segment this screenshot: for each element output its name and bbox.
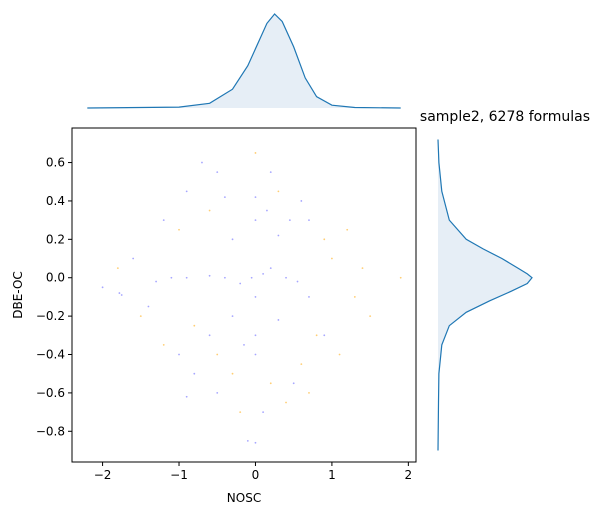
scatter-point-0-5 xyxy=(223,276,226,279)
scatter-point-0-2 xyxy=(239,282,242,285)
scatter-point-0-41 xyxy=(223,196,226,199)
top-kde-line xyxy=(87,13,401,109)
scatter-point-0-33 xyxy=(185,190,188,193)
scatter-point-1-20 xyxy=(254,152,257,154)
scatter-point-0-26 xyxy=(216,392,219,394)
scatter-point-1-16 xyxy=(216,353,219,356)
scatter-point-1-23 xyxy=(361,267,364,270)
scatter-point-1-0 xyxy=(139,315,142,318)
scatter-point-1-21 xyxy=(208,209,211,212)
scatter-point-0-9 xyxy=(254,219,257,222)
scatter-point-0-15 xyxy=(231,315,234,318)
x-tick-label: 1 xyxy=(328,468,336,482)
scatter-point-0-17 xyxy=(266,209,268,212)
x-tick-label: −1 xyxy=(170,468,188,482)
scatter-point-1-17 xyxy=(308,392,310,394)
scatter-point-0-23 xyxy=(120,294,123,296)
scatter-point-0-16 xyxy=(277,319,280,321)
scatter-point-0-38 xyxy=(292,382,295,385)
scatter-point-0-3 xyxy=(269,267,272,270)
scatter-point-0-24 xyxy=(193,372,196,375)
y-axis-label: DBE-OC xyxy=(11,271,25,319)
scatter-point-1-22 xyxy=(269,382,272,385)
y-tick-label: 0.0 xyxy=(46,271,65,285)
scatter-point-0-25 xyxy=(185,395,188,398)
y-tick-label: −0.8 xyxy=(36,424,65,438)
scatter-point-1-3 xyxy=(300,363,303,365)
scatter-point-0-11 xyxy=(254,196,257,199)
chart-title: sample2, 6278 formulas xyxy=(420,109,590,125)
scatter-point-0-36 xyxy=(101,286,104,289)
x-tick-label: 0 xyxy=(252,468,260,482)
scatter-point-0-39 xyxy=(201,161,203,164)
top-kde-fill xyxy=(87,14,401,108)
scatter-point-1-10 xyxy=(323,238,326,241)
main-scatter-plot xyxy=(71,127,417,463)
scatter-point-1-14 xyxy=(239,411,242,413)
scatter-point-0-22 xyxy=(118,292,121,294)
scatter-point-1-5 xyxy=(331,257,333,260)
scatter-point-1-19 xyxy=(178,228,180,231)
scatter-point-1-12 xyxy=(116,267,119,270)
scatter-point-0-27 xyxy=(262,411,265,413)
y-tick-label: −0.4 xyxy=(36,348,65,362)
scatter-point-0-43 xyxy=(208,334,211,337)
right-kde-fill xyxy=(438,139,532,451)
scatter-point-0-14 xyxy=(277,234,280,237)
right-marginal-kde xyxy=(437,139,533,451)
scatter-point-1-6 xyxy=(353,296,356,298)
scatter-point-0-34 xyxy=(147,305,150,308)
x-axis-ticks: −2 −1 0 1 2 xyxy=(94,462,412,482)
scatter-point-0-30 xyxy=(300,200,303,202)
scatter-point-0-42 xyxy=(288,219,291,222)
scatter-point-0-21 xyxy=(155,280,157,283)
scatter-point-0-40 xyxy=(269,171,272,174)
scatter-point-0-45 xyxy=(178,353,180,356)
x-axis-label: NOSC xyxy=(227,491,261,505)
scatter-point-0-6 xyxy=(285,276,287,279)
scatter-point-0-19 xyxy=(185,276,188,279)
scatter-point-0-28 xyxy=(246,439,249,442)
scatter-point-0-4 xyxy=(254,296,257,298)
scatter-point-1-11 xyxy=(193,324,196,327)
scatter-point-1-1 xyxy=(162,344,165,346)
x-tick-label: 2 xyxy=(405,468,413,482)
top-marginal-kde xyxy=(87,13,401,109)
scatter-point-0-12 xyxy=(254,353,257,356)
scatter-point-0-13 xyxy=(231,238,234,241)
y-tick-label: −0.2 xyxy=(36,309,65,323)
y-tick-label: 0.2 xyxy=(46,232,65,246)
scatter-point-0-31 xyxy=(308,219,310,222)
scatter-point-0-35 xyxy=(132,257,135,260)
y-tick-label: 0.6 xyxy=(46,156,65,170)
scatter-point-1-2 xyxy=(231,372,234,375)
x-tick-label: −2 xyxy=(94,468,112,482)
scatter-point-1-13 xyxy=(285,401,287,404)
scatter-point-0-29 xyxy=(254,441,257,444)
scatter-point-0-10 xyxy=(254,334,257,337)
y-tick-label: −0.6 xyxy=(36,386,65,400)
scatter-point-0-32 xyxy=(216,171,219,174)
scatter-point-1-4 xyxy=(315,334,318,337)
scatter-point-1-8 xyxy=(399,276,402,279)
scatter-point-1-7 xyxy=(369,315,372,318)
scatter-point-1-18 xyxy=(338,353,341,356)
y-tick-label: 0.4 xyxy=(46,194,65,208)
y-axis-ticks: 0.6 0.4 0.2 0.0 −0.2 −0.4 −0.6 −0.8 xyxy=(36,156,72,438)
scatter-point-0-44 xyxy=(308,296,310,298)
plot-frame xyxy=(71,127,417,463)
scatter-point-0-1 xyxy=(262,272,265,275)
scatter-point-0-7 xyxy=(208,274,211,277)
right-kde-line xyxy=(437,139,533,451)
scatter-point-0-46 xyxy=(162,219,165,222)
scatter-point-1-15 xyxy=(346,228,349,231)
scatter-point-0-20 xyxy=(170,276,173,279)
scatter-point-0-0 xyxy=(250,276,253,279)
scatter-point-1-9 xyxy=(277,190,280,193)
scatter-point-0-37 xyxy=(323,334,326,337)
scatter-point-0-8 xyxy=(296,280,299,283)
scatter-point-0-18 xyxy=(243,344,245,346)
